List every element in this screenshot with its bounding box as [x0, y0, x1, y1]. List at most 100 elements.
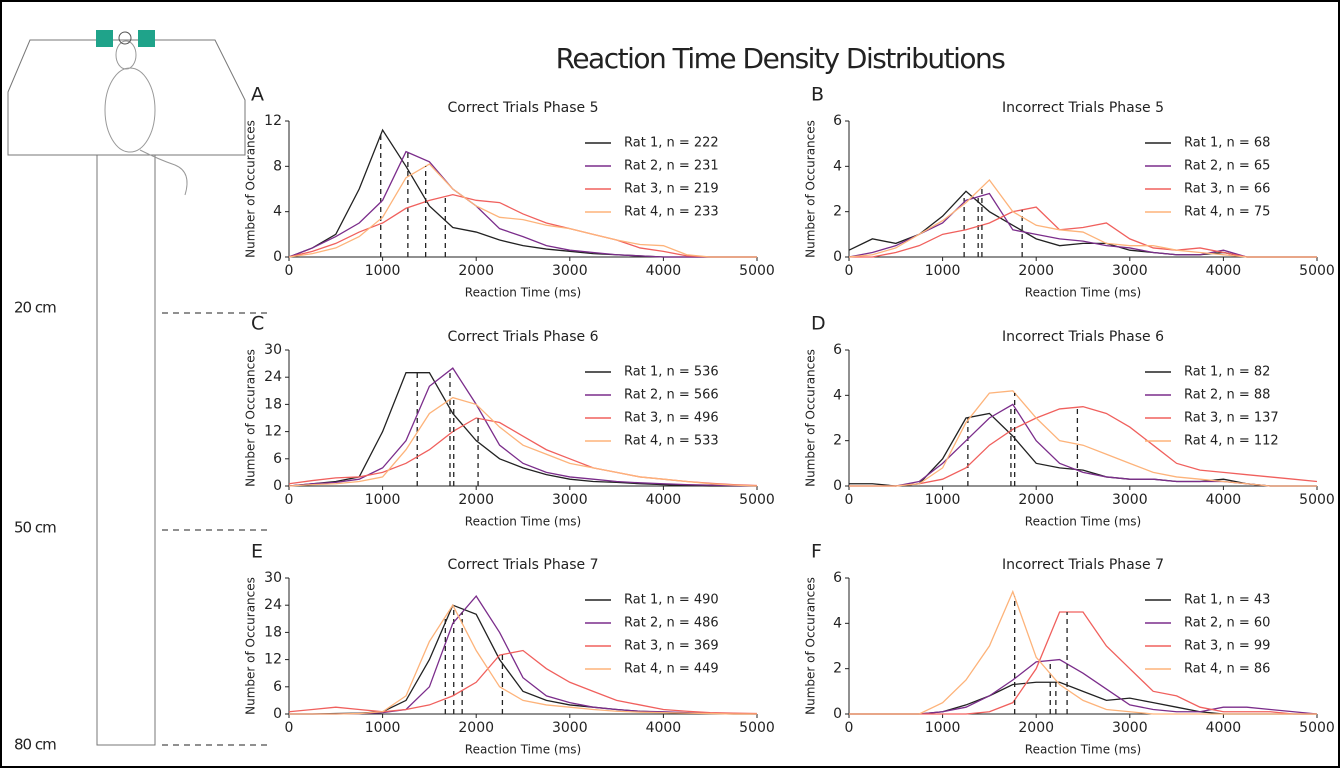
- legend-label: Rat 3, n = 219: [624, 182, 719, 197]
- y-tick-label: 0: [833, 249, 842, 265]
- y-tick-label: 4: [833, 615, 842, 631]
- y-tick-label: 0: [273, 249, 282, 265]
- x-tick-label: 1000: [365, 263, 401, 279]
- y-tick-label: 12: [264, 652, 282, 668]
- y-tick-label: 6: [833, 113, 842, 129]
- chart-title: Incorrect Trials Phase 6: [1002, 329, 1164, 345]
- x-tick-label: 2000: [458, 492, 494, 508]
- y-tick-label: 24: [264, 369, 282, 385]
- legend-label: Rat 3, n = 66: [1184, 182, 1270, 197]
- x-tick-label: 5000: [1299, 263, 1335, 279]
- x-axis-label: Reaction Time (ms): [1025, 743, 1141, 757]
- distance-label: 50 cm: [14, 519, 56, 537]
- y-tick-label: 12: [264, 113, 282, 129]
- panel-letter: B: [811, 84, 824, 106]
- density-line: [288, 396, 758, 487]
- x-tick-label: 4000: [1206, 263, 1242, 279]
- legend-label: Rat 4, n = 449: [624, 662, 719, 677]
- legend-label: Rat 2, n = 60: [1184, 616, 1270, 631]
- track-diagram: [7, 30, 268, 746]
- legend-label: Rat 4, n = 112: [1184, 434, 1279, 449]
- y-tick-label: 6: [273, 679, 282, 695]
- legend-label: Rat 3, n = 99: [1184, 639, 1270, 654]
- x-axis-label: Reaction Time (ms): [1025, 515, 1141, 529]
- density-line: [288, 193, 757, 258]
- port-right: [138, 30, 155, 47]
- x-tick-label: 0: [845, 492, 854, 508]
- legend-label: Rat 2, n = 65: [1184, 159, 1270, 174]
- y-tick-label: 8: [273, 158, 282, 174]
- legend-label: Rat 1, n = 490: [624, 593, 719, 608]
- density-line: [848, 192, 1317, 258]
- rat-tail: [139, 149, 188, 196]
- legend-label: Rat 4, n = 75: [1184, 205, 1270, 220]
- x-tick-label: 1000: [925, 492, 961, 508]
- y-tick-label: 4: [273, 204, 282, 220]
- legend-label: Rat 4, n = 233: [624, 205, 719, 220]
- legend-label: Rat 3, n = 137: [1184, 411, 1279, 426]
- chart-title: Correct Trials Phase 5: [447, 100, 598, 116]
- y-tick-label: 24: [264, 597, 282, 613]
- y-tick-label: 18: [264, 624, 282, 640]
- y-axis-label: Number of Occurances: [804, 120, 818, 258]
- x-tick-label: 0: [285, 492, 294, 508]
- y-axis-label: Number of Occurances: [244, 577, 258, 715]
- y-tick-label: 6: [273, 451, 282, 467]
- density-line: [849, 206, 1317, 258]
- legend-label: Rat 3, n = 496: [624, 411, 719, 426]
- x-tick-label: 3000: [552, 492, 588, 508]
- chart-title: Incorrect Trials Phase 5: [1002, 100, 1164, 116]
- y-tick-label: 0: [833, 478, 842, 494]
- x-tick-label: 3000: [552, 263, 588, 279]
- x-tick-label: 2000: [458, 720, 494, 736]
- legend-label: Rat 4, n = 86: [1184, 662, 1270, 677]
- legend-label: Rat 1, n = 43: [1184, 593, 1270, 608]
- y-tick-label: 2: [833, 433, 842, 449]
- x-tick-label: 4000: [1206, 492, 1242, 508]
- x-tick-label: 1000: [925, 263, 961, 279]
- legend-label: Rat 2, n = 486: [624, 616, 719, 631]
- panel-letter: F: [811, 541, 822, 563]
- chart-title: Correct Trials Phase 7: [447, 557, 598, 573]
- y-tick-label: 0: [273, 478, 282, 494]
- y-tick-label: 2: [833, 204, 842, 220]
- x-tick-label: 4000: [646, 492, 682, 508]
- legend-label: Rat 3, n = 369: [624, 639, 719, 654]
- legend-label: Rat 2, n = 231: [624, 159, 719, 174]
- chart-title: Incorrect Trials Phase 7: [1002, 557, 1164, 573]
- x-axis-label: Reaction Time (ms): [465, 515, 581, 529]
- legend-label: Rat 2, n = 566: [624, 388, 719, 403]
- density-line: [288, 163, 757, 258]
- density-line: [849, 406, 1318, 487]
- panel-letter: C: [251, 313, 264, 335]
- x-tick-label: 5000: [739, 720, 775, 736]
- x-tick-label: 3000: [1112, 263, 1148, 279]
- x-tick-label: 4000: [646, 263, 682, 279]
- y-axis-label: Number of Occurances: [804, 577, 818, 715]
- y-tick-label: 12: [264, 424, 282, 440]
- x-tick-label: 4000: [1206, 720, 1242, 736]
- legend-label: Rat 2, n = 88: [1184, 388, 1270, 403]
- density-line: [848, 178, 1317, 258]
- x-tick-label: 5000: [1299, 720, 1335, 736]
- y-tick-label: 30: [264, 570, 282, 586]
- density-line: [849, 611, 1317, 715]
- y-tick-label: 0: [273, 706, 282, 722]
- density-line: [849, 658, 1318, 715]
- x-tick-label: 0: [285, 263, 294, 279]
- y-tick-label: 6: [833, 570, 842, 586]
- x-tick-label: 1000: [365, 720, 401, 736]
- x-tick-label: 5000: [1299, 492, 1335, 508]
- legend-label: Rat 1, n = 222: [624, 136, 719, 151]
- x-tick-label: 0: [285, 720, 294, 736]
- chart-title: Correct Trials Phase 6: [447, 329, 598, 345]
- y-tick-label: 18: [264, 396, 282, 412]
- x-tick-label: 0: [845, 720, 854, 736]
- x-axis-label: Reaction Time (ms): [465, 743, 581, 757]
- y-tick-label: 4: [833, 158, 842, 174]
- x-tick-label: 1000: [365, 492, 401, 508]
- figure-title: Reaction Time Density Distributions: [556, 42, 1006, 75]
- x-tick-label: 2000: [1018, 492, 1054, 508]
